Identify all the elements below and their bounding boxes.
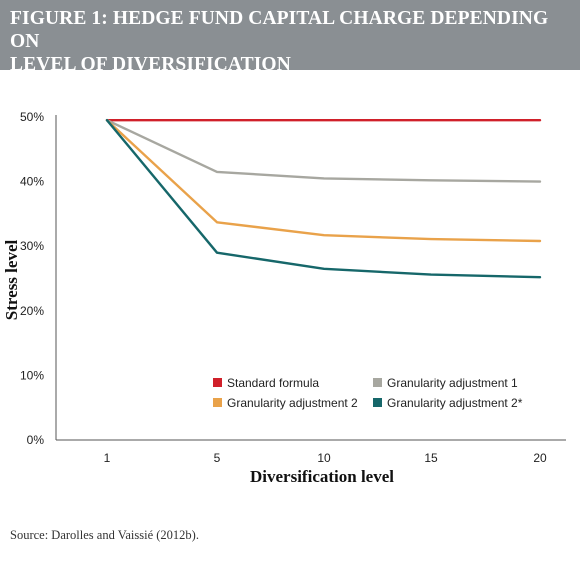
- legend-label: Granularity adjustment 1: [387, 376, 518, 390]
- legend-label: Standard formula: [227, 376, 319, 390]
- legend-label: Granularity adjustment 2*: [387, 396, 523, 410]
- chart-legend: Standard formula Granularity adjustment 1…: [213, 376, 523, 410]
- x-axis-title: Diversification level: [250, 467, 394, 486]
- figure-title-line-1: FIGURE 1: HEDGE FUND CAPITAL CHARGE DEPE…: [10, 8, 549, 52]
- y-tick-label: 0%: [27, 433, 45, 447]
- x-tick-label: 15: [424, 451, 438, 465]
- y-tick-label: 10%: [20, 368, 44, 382]
- figure-title-line-2: LEVEL OF DIVERSIFICATION: [10, 54, 291, 75]
- series-line-2: [105, 118, 542, 183]
- y-tick-label: 20%: [20, 304, 44, 318]
- series-line-4: [105, 118, 542, 279]
- x-tick-label: 20: [533, 451, 547, 465]
- chart-series-layer: [105, 118, 542, 279]
- x-tick-label: 1: [104, 451, 111, 465]
- y-tick-label: 50%: [20, 110, 44, 124]
- legend-label: Granularity adjustment 2: [227, 396, 358, 410]
- legend-swatch: [373, 378, 382, 387]
- x-tick-label: 5: [214, 451, 221, 465]
- legend-swatch: [373, 398, 382, 407]
- y-axis-title: Stress level: [2, 240, 21, 321]
- x-tick-label: 10: [317, 451, 331, 465]
- y-tick-label: 40%: [20, 175, 44, 189]
- source-note: Source: Darolles and Vaissié (2012b).: [10, 528, 199, 542]
- chart-axes: 0%10%20%30%40%50%1 5 10 15 20: [20, 110, 566, 465]
- figure-header: FIGURE 1: HEDGE FUND CAPITAL CHARGE DEPE…: [0, 0, 580, 75]
- series-line-3: [105, 118, 542, 243]
- legend-swatch: [213, 378, 222, 387]
- legend-swatch: [213, 398, 222, 407]
- y-tick-label: 30%: [20, 239, 44, 253]
